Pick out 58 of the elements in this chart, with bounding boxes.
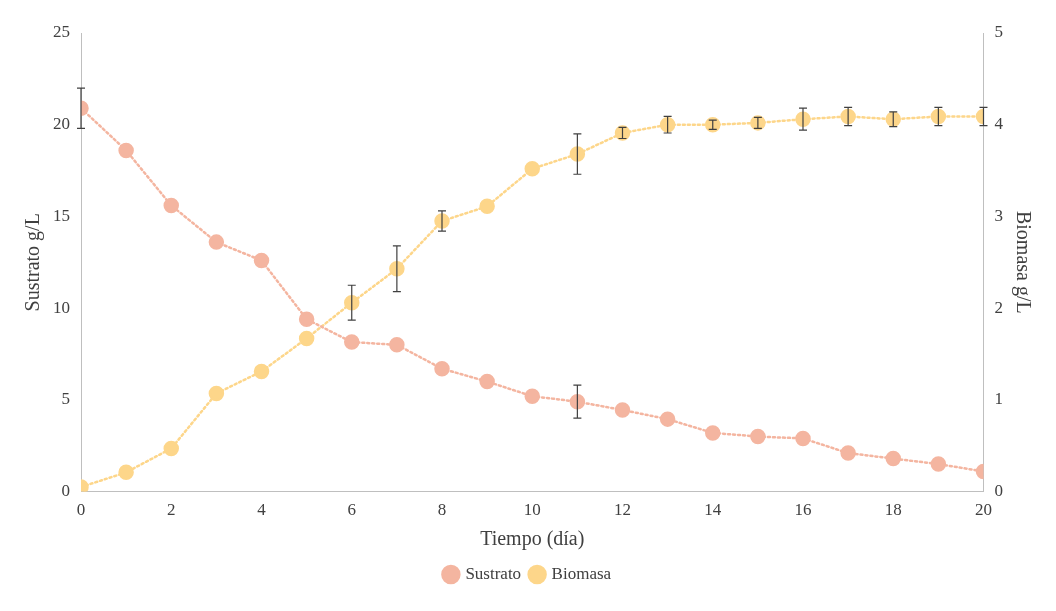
point [930, 456, 947, 472]
x-tick-label: 0 [76, 500, 86, 520]
x-tick-label: 8 [437, 500, 447, 520]
point [344, 334, 360, 350]
y-tick-label: 15 [53, 205, 70, 225]
point [614, 402, 631, 418]
point [434, 360, 450, 377]
point [208, 385, 225, 402]
point [298, 311, 315, 327]
x-tick-label: 10 [523, 500, 541, 520]
point [569, 393, 586, 410]
point [163, 197, 179, 214]
x-tick-label: 2 [167, 500, 176, 520]
point [840, 445, 856, 461]
point [795, 430, 811, 447]
point [930, 108, 947, 125]
x-tick-label: 16 [794, 500, 812, 520]
y2-tick-label: 2 [994, 297, 1003, 317]
x-tick-label: 20 [975, 500, 992, 520]
legend-label: Sustrato [465, 563, 522, 583]
x-tick-label: 18 [884, 500, 902, 520]
y2-tick-label: 3 [994, 205, 1003, 225]
point [344, 294, 360, 311]
y-tick-label: 10 [53, 297, 70, 317]
point [479, 198, 495, 215]
y-axis-title: Sustrato g/L [21, 213, 45, 312]
point [298, 330, 315, 347]
y-tick-label: 5 [61, 389, 70, 409]
legend-label: Biomasa [551, 563, 612, 583]
point [885, 450, 901, 467]
point [750, 428, 766, 445]
point [524, 161, 540, 177]
point [208, 234, 225, 250]
point [705, 425, 721, 441]
point [163, 440, 179, 457]
point [524, 388, 540, 404]
point [118, 142, 134, 159]
point [118, 464, 134, 481]
y2-tick-label: 5 [994, 22, 1003, 42]
x-tick-label: 14 [704, 500, 722, 520]
point [253, 363, 270, 380]
point [389, 337, 405, 353]
point [659, 116, 676, 133]
y2-tick-label: 0 [994, 481, 1003, 501]
point [569, 146, 586, 162]
x-tick-label: 6 [347, 500, 356, 520]
y2-tick-label: 1 [994, 389, 1003, 409]
x-axis-title: Tiempo (día) [480, 527, 585, 551]
y-tick-label: 20 [53, 114, 70, 134]
point [479, 373, 495, 390]
y-tick-label: 25 [53, 22, 70, 42]
y2-axis-title: Biomasa g/L [1011, 210, 1035, 314]
x-tick-label: 4 [257, 500, 267, 520]
point [253, 252, 270, 269]
y2-tick-label: 4 [994, 114, 1004, 134]
y-tick-label: 0 [61, 481, 70, 501]
point [659, 411, 676, 427]
x-tick-label: 12 [614, 500, 631, 520]
